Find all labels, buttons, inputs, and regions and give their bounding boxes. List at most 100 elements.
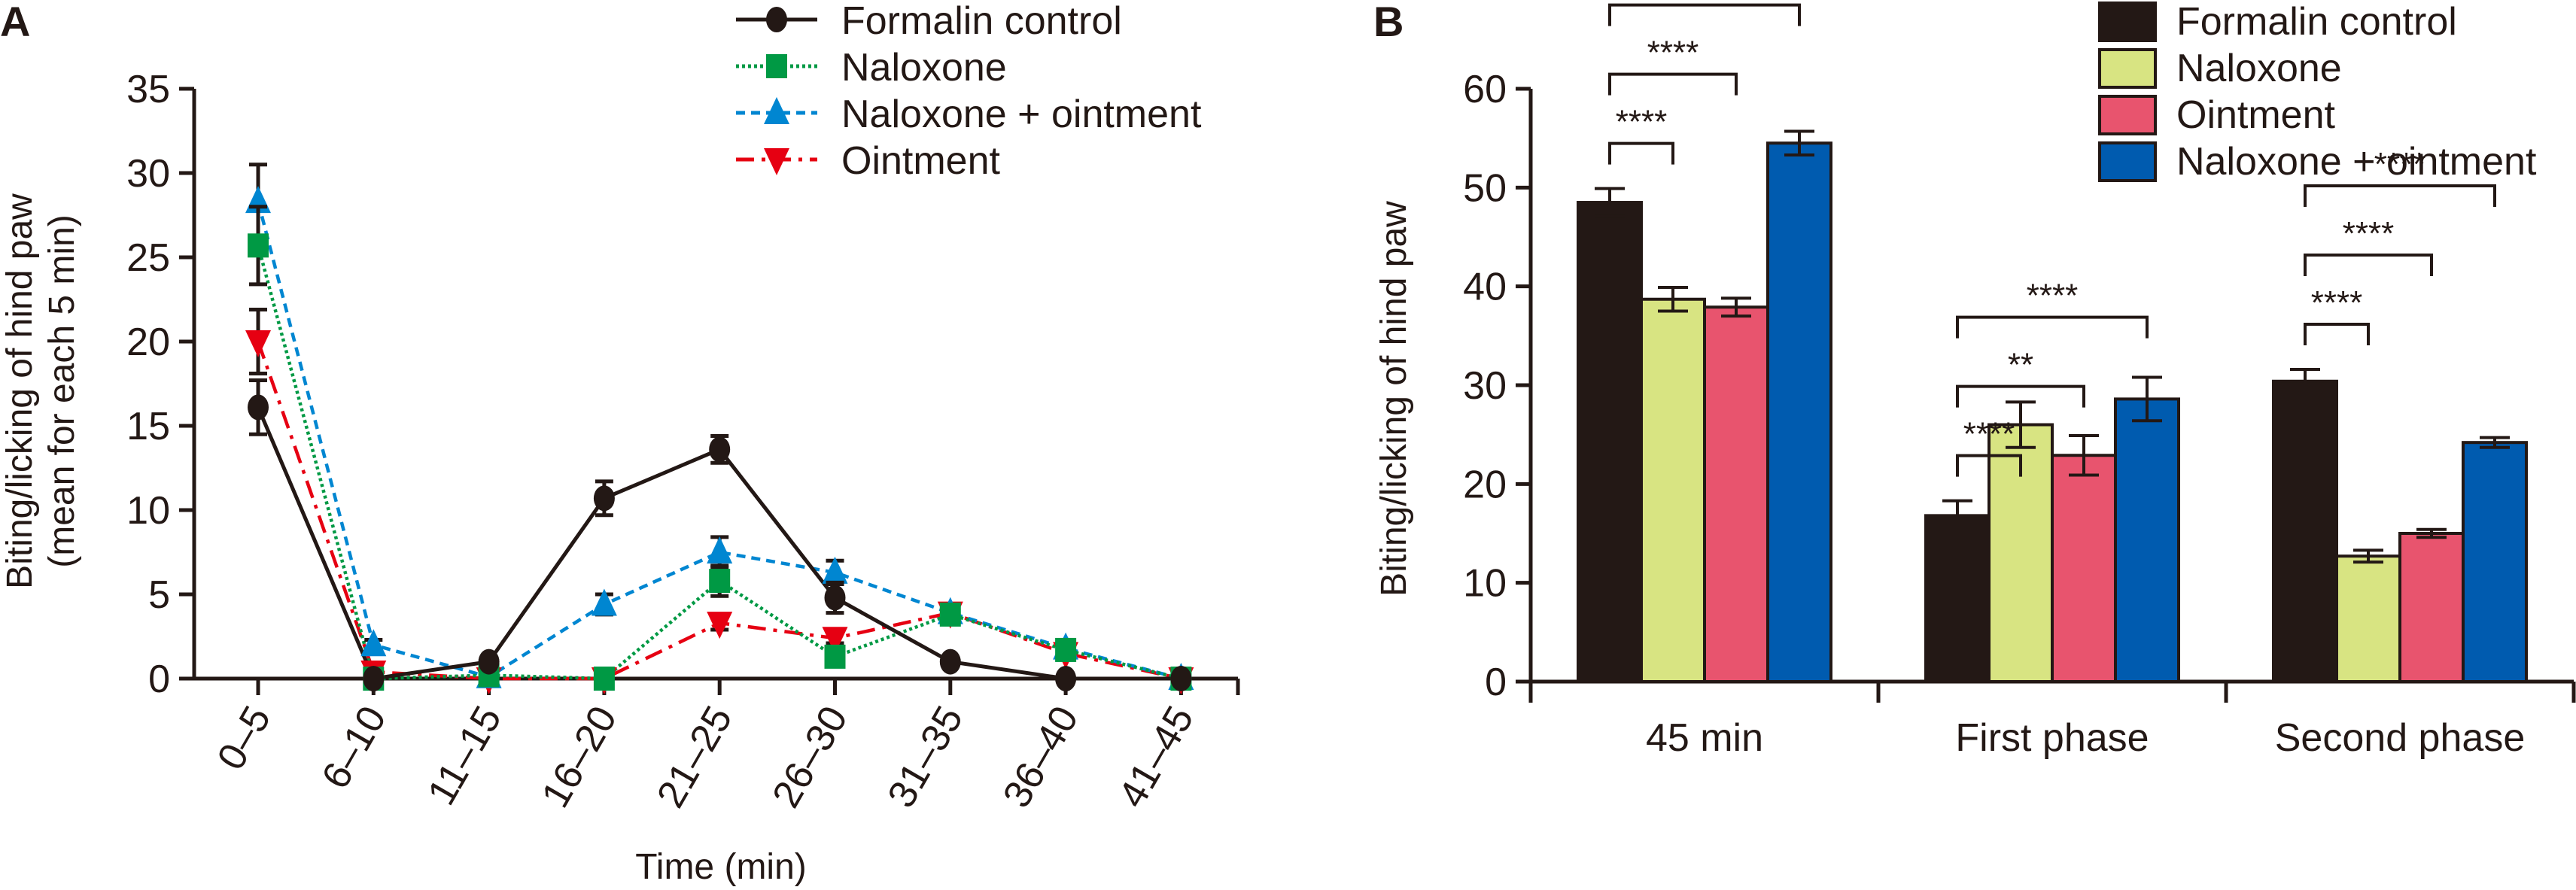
legend-swatch [2098,141,2157,182]
x-tick-label: First phase [1955,716,2149,760]
triangle-up-marker [822,556,848,584]
significance-bracket [1608,3,1801,26]
bar [1924,514,1991,683]
x-tick-label: 31–35 [880,699,972,815]
triangle-up-marker [707,536,733,563]
y-tick-label: 25 [126,236,170,280]
x-tick-label: 36–40 [995,699,1087,815]
significance-label: **** [2311,284,2363,321]
triangle-up-marker [764,97,789,124]
legend-label: Naloxone [841,46,1007,90]
bar [2398,532,2465,683]
significance-label: **** [1647,35,1699,71]
legend-swatch [2098,2,2157,42]
significance-label: **** [1963,416,2015,453]
circle-marker [248,394,269,421]
y-tick-label: 10 [1463,562,1507,606]
panel-b-bar-chart: B 0 10 20 30 40 50 60 45 min First phase Second p… [1373,0,2576,760]
legend-label: Formalin control [2176,0,2457,44]
x-tick-label: 11–15 [419,699,510,813]
bar [2462,441,2528,683]
x-tick-label: 21–25 [649,699,741,815]
panel-a-x-axis-title: Time (min) [635,847,807,887]
y-tick-label: 60 [1463,68,1507,111]
panel-b-legend: Formalin controlNaloxoneOintmentNaloxone… [2098,0,2537,184]
circle-marker [363,666,385,691]
square-marker [593,667,615,691]
significance-bracket [1956,315,2149,339]
square-marker [248,233,269,258]
legend-label: Ointment [841,139,1001,183]
y-tick-label: 30 [1463,364,1507,408]
significance-label: **** [2374,146,2426,183]
significance-bracket [1956,454,2022,477]
significance-label: ** [1692,0,1717,2]
triangle-up-marker [591,588,617,616]
bar [1577,201,1643,683]
legend-label: Formalin control [841,0,1122,43]
legend-swatch [2098,48,2157,89]
panel-b-label: B [1373,0,1404,45]
x-tick-label: 41–45 [1110,699,1203,815]
bar [2272,379,2338,683]
significance-bracket [1608,141,1674,165]
circle-marker [939,649,961,675]
y-tick-label: 15 [126,405,170,448]
legend-label: Naloxone + ointment [841,93,1202,136]
panel-b-significance: ******************************** [1608,0,2496,477]
x-tick-label: 45 min [1646,716,1763,760]
circle-marker [824,585,846,611]
legend-swatch [2098,95,2157,135]
y-tick-label: 10 [126,489,170,533]
x-tick-label: 16–20 [534,699,626,815]
y-tick-label: 40 [1463,266,1507,309]
x-tick-label: 26–30 [764,699,856,815]
y-tick-label: 20 [1463,463,1507,506]
panel-a-line-chart: A 0 5 10 15 20 25 30 35 0–5 6–10 11–15 16–20 21–25 26… [0,0,1240,887]
panel-a-axes: 0 5 10 15 20 25 30 35 0–5 6–10 11–15 16–20 21–25 26–3… [126,68,1240,815]
significance-bracket [1956,384,2085,408]
y-tick-label: 50 [1463,166,1507,210]
square-marker [939,602,961,627]
bar [2114,397,2180,683]
circle-marker [1170,666,1192,691]
significance-bracket [2304,253,2433,276]
panel-a-label: A [0,0,30,45]
square-marker [1055,637,1077,662]
triangle-up-marker [360,629,387,657]
legend-label: Naloxone [2176,47,2342,90]
panel-a-y-axis-title-line1: Biting/licking of hind paw [0,193,40,589]
significance-bracket [2304,184,2496,207]
y-tick-label: 35 [126,68,170,111]
bar [2051,454,2117,683]
triangle-down-marker [822,627,848,655]
significance-bracket [2304,322,2370,345]
panel-b-axes: 0 10 20 30 40 50 60 45 min First phase Second pha… [1463,68,2576,760]
square-marker [766,54,787,78]
panel-b-bars [1577,129,2528,683]
circle-marker [709,436,731,463]
panel-b-y-axis-title: Biting/licking of hind paw [1374,201,1414,597]
circle-marker [766,7,787,32]
bar [2335,554,2401,683]
x-tick-label: 6–10 [314,699,395,796]
circle-marker [1055,666,1077,691]
y-tick-label: 5 [148,573,170,617]
panel-a-y-axis-title-line2: (mean for each 5 min) [42,214,82,568]
significance-label: **** [2343,215,2395,252]
y-tick-label: 0 [1485,661,1507,704]
series-line-naloxone-ointment [256,201,1182,681]
significance-bracket [1608,72,1738,96]
significance-label: **** [1616,104,1668,141]
triangle-down-marker [764,148,789,175]
panel-a-series [245,163,1194,694]
y-tick-label: 20 [126,320,170,364]
bar [1640,297,1706,683]
y-tick-label: 30 [126,152,170,196]
legend-label: Ointment [2176,93,2336,137]
triangle-down-marker [707,612,733,639]
significance-label: ** [2008,347,2033,384]
circle-marker [593,485,615,512]
